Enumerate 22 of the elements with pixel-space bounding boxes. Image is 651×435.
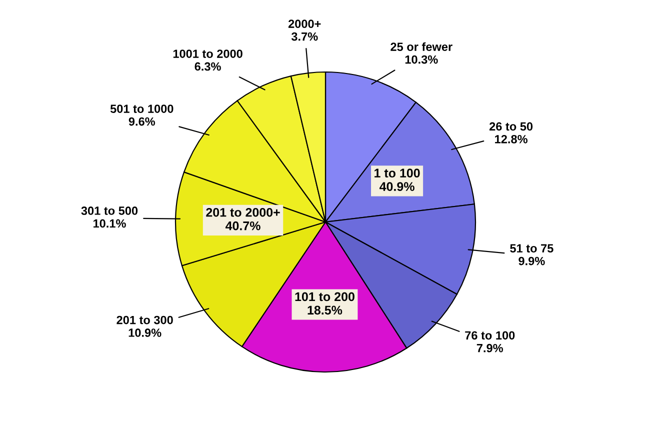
slice-label: 201 to 300 — [116, 316, 173, 324]
slice-label: 25 or fewer — [390, 42, 452, 51]
data-label: 10.9% — [128, 328, 162, 337]
data-label: 12.8% — [495, 134, 528, 144]
slice-label: 101 to 200 — [295, 292, 354, 302]
data-label: 6.3% — [194, 62, 221, 71]
slice-label: 1001 to 2000 — [173, 50, 242, 58]
data-label: 9.9% — [518, 256, 545, 266]
slice-label: 76 to 100 — [465, 331, 515, 340]
text: 1 to 100 40.9% — [374, 168, 420, 191]
data-label: 10.3% — [405, 55, 438, 64]
slice-label: 501 to 1000 — [110, 104, 174, 113]
slice-label: 2000+ — [288, 20, 321, 28]
text: 201 to 2000+ 40.7% — [206, 208, 280, 230]
data-label: 7.9% — [476, 344, 504, 352]
slice-label: 301 to 500 — [81, 206, 138, 215]
slice-label: 51 to 75 — [510, 244, 554, 253]
data-label: 9.6% — [128, 117, 156, 126]
slice-label: 26 to 50 — [489, 122, 533, 131]
data-label: 18.5% — [308, 306, 342, 315]
data-label: 3.7% — [291, 32, 318, 41]
data-label: 10.1% — [94, 219, 126, 228]
